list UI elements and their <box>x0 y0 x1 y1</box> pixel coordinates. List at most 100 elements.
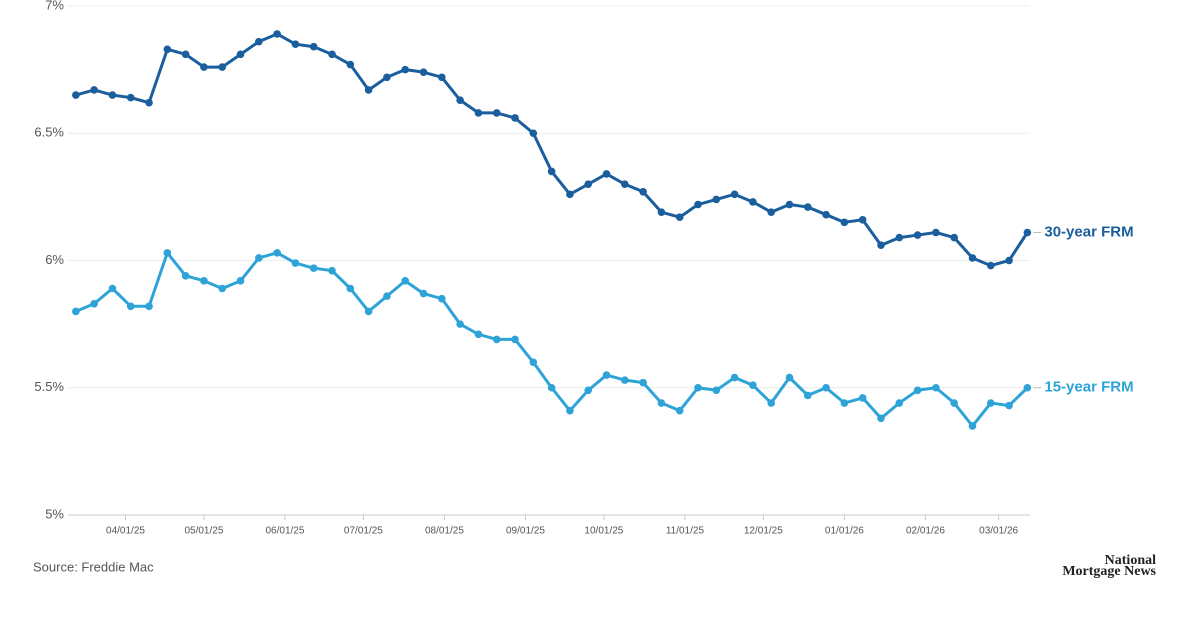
x-tick-label: 09/01/25 <box>506 526 545 537</box>
x-tick-label: 10/01/25 <box>584 526 623 537</box>
point <box>511 114 519 122</box>
point <box>621 180 629 188</box>
point <box>72 91 80 99</box>
point <box>566 190 574 199</box>
point <box>255 37 263 46</box>
point <box>492 335 501 344</box>
point <box>346 60 355 69</box>
point <box>474 109 483 117</box>
x-tick-label: 07/01/25 <box>344 526 383 537</box>
point <box>749 198 757 206</box>
point <box>840 399 849 407</box>
point <box>858 215 867 224</box>
point <box>657 399 666 407</box>
line <box>75 32 1029 268</box>
point <box>785 200 794 209</box>
point <box>621 376 629 384</box>
point <box>438 73 446 82</box>
point <box>968 422 977 430</box>
point <box>547 383 556 392</box>
point <box>547 167 556 176</box>
point <box>584 386 593 395</box>
point <box>328 266 336 275</box>
source: Source: Freddie Mac <box>33 559 154 574</box>
point <box>309 264 318 272</box>
point <box>932 228 940 237</box>
point <box>401 65 410 74</box>
point <box>803 203 812 211</box>
point <box>840 218 849 227</box>
x-tick-label: 04/01/25 <box>106 526 145 537</box>
point <box>877 241 885 250</box>
point <box>108 284 117 293</box>
point <box>694 383 702 392</box>
x-tick-label: 08/01/25 <box>425 526 464 537</box>
point <box>328 50 336 59</box>
x-tick-label: 01/01/26 <box>825 526 864 537</box>
y-tick-label: 5% <box>45 506 64 521</box>
point <box>602 170 611 178</box>
point <box>291 40 300 48</box>
point <box>273 249 281 257</box>
point <box>639 378 647 387</box>
point <box>236 277 245 285</box>
series-label: 30-year FRM <box>1044 223 1133 240</box>
series-label: 15-year FRM <box>1044 379 1133 396</box>
point <box>639 187 647 196</box>
point <box>419 68 428 76</box>
point <box>932 383 940 392</box>
point <box>822 210 830 219</box>
point <box>584 180 593 188</box>
point <box>255 254 263 262</box>
point <box>383 292 391 300</box>
point <box>675 213 684 222</box>
point <box>72 307 80 316</box>
point <box>273 30 281 38</box>
point <box>694 200 702 209</box>
point <box>236 50 245 59</box>
point <box>1023 228 1032 237</box>
point <box>1005 401 1013 410</box>
point <box>145 302 153 311</box>
point <box>529 358 538 367</box>
x-tick-label: 05/01/25 <box>184 526 223 537</box>
point <box>986 261 995 270</box>
point <box>200 277 208 285</box>
y-tick-label: 6% <box>45 252 64 267</box>
logo-line: Mortgage News <box>1062 564 1156 579</box>
y-tick-label: 7% <box>45 0 64 12</box>
x-tick-label: 03/01/26 <box>979 526 1018 537</box>
point <box>181 271 190 280</box>
y-tick-label: 5.5% <box>34 379 64 394</box>
point <box>913 231 922 239</box>
point <box>730 190 739 199</box>
point <box>767 208 776 216</box>
point <box>730 373 739 382</box>
point <box>90 86 98 94</box>
point <box>200 63 208 71</box>
point <box>767 399 776 407</box>
point <box>456 96 464 104</box>
x-tick-label: 12/01/25 <box>744 526 783 537</box>
point <box>456 320 464 328</box>
point <box>895 399 904 407</box>
point <box>657 208 666 216</box>
point <box>675 406 684 415</box>
point <box>438 294 446 303</box>
point <box>785 373 794 382</box>
point <box>895 233 904 242</box>
point <box>913 386 922 395</box>
point <box>950 399 958 407</box>
point <box>749 381 757 390</box>
x-tick-label: 11/01/25 <box>666 526 705 537</box>
point <box>566 406 574 415</box>
point <box>163 45 172 54</box>
point <box>602 371 611 379</box>
point <box>163 249 172 257</box>
point <box>803 391 812 400</box>
point <box>364 86 373 94</box>
point <box>291 259 300 267</box>
logo-line: National <box>1105 553 1156 568</box>
point <box>822 383 830 392</box>
